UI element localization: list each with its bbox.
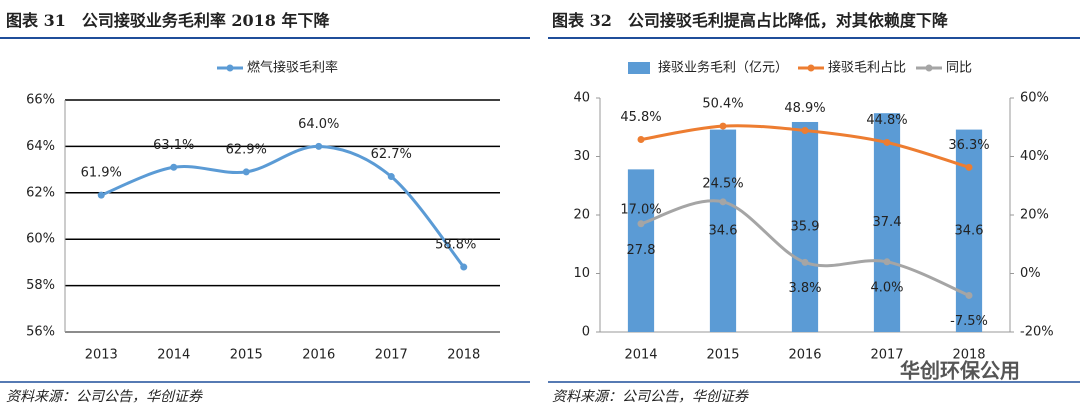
value-label: 4.0% [870,280,903,295]
point [719,198,727,206]
legend-swatch [925,64,933,72]
point [170,163,178,171]
point [637,136,645,144]
x-tick-label: 2015 [230,348,263,363]
value-label: 44.8% [866,113,907,128]
y-tick-label: 64% [26,139,55,154]
point [965,163,973,171]
value-label: 58.8% [435,238,476,253]
y2-tick-label: 20% [1020,208,1049,223]
x-tick-label: 2018 [447,348,480,363]
legend-label: 燃气接驳毛利率 [247,60,338,76]
source: 资料来源：公司公告，华创证券 [6,389,203,405]
bar [627,169,655,332]
bar [709,129,737,332]
y-tick-label: 0 [582,325,590,340]
value-label: -7.5% [950,314,988,329]
value-label: 34.6 [709,223,738,238]
x-tick-label: 2018 [952,348,985,363]
legend-label: 接驳业务毛利（亿元） [658,60,788,76]
x-tick-label: 2017 [870,348,903,363]
y-tick-label: 30 [573,149,590,164]
point [883,138,891,146]
value-label: 45.8% [620,110,661,125]
y-tick-label: 66% [26,93,55,108]
x-tick-label: 2014 [624,348,657,363]
bar [873,113,901,333]
chart-title: 图表 31 公司接驳业务毛利率 2018 年下降 [6,11,331,30]
y-tick-label: 62% [26,185,55,200]
y-tick-label: 40 [573,91,590,106]
point [719,122,727,130]
legend-label: 同比 [946,61,972,76]
x-tick-label: 2016 [788,348,821,363]
y2-tick-label: 60% [1020,91,1049,106]
legend-label: 接驳毛利占比 [828,60,906,76]
value-label: 37.4 [873,215,902,230]
point [801,258,809,266]
point [387,173,395,181]
x-tick-label: 2013 [85,348,118,363]
bar [791,121,819,332]
value-label: 63.1% [153,138,194,153]
value-label: 27.8 [627,243,656,258]
value-label: 24.5% [702,176,743,191]
point [242,168,250,176]
point [97,191,105,199]
value-label: 34.6 [955,223,984,238]
x-tick-label: 2015 [706,348,739,363]
point [460,263,468,271]
y-tick-label: 56% [26,325,55,340]
y2-tick-label: -20% [1020,325,1054,340]
point [315,142,323,150]
value-label: 3.8% [788,281,821,296]
value-label: 17.0% [620,202,661,217]
legend-swatch [226,64,234,72]
line [100,144,465,268]
source: 资料来源：公司公告，华创证券 [552,389,749,405]
y2-tick-label: 0% [1020,266,1041,281]
value-label: 61.9% [81,166,122,181]
point [965,291,973,299]
watermark: 华创环保公用 [900,359,1020,383]
value-label: 35.9 [791,219,820,234]
x-tick-label: 2016 [302,348,335,363]
value-label: 62.9% [226,142,267,157]
value-label: 48.9% [784,101,825,116]
y-tick-label: 60% [26,232,55,247]
x-tick-label: 2017 [375,348,408,363]
y2-tick-label: 40% [1020,149,1049,164]
value-label: 64.0% [298,117,339,132]
value-label: 62.7% [371,147,412,162]
chart-title: 图表 32 公司接驳毛利提高占比降低，对其依赖度下降 [552,11,949,30]
value-label: 50.4% [702,97,743,112]
point [637,220,645,228]
point [801,126,809,134]
y-tick-label: 58% [26,278,55,293]
x-tick-label: 2014 [157,348,190,363]
legend-swatch [807,64,815,72]
y-tick-label: 10 [573,266,590,281]
y-tick-label: 20 [573,208,590,223]
value-label: 36.3% [948,138,989,153]
point [883,258,891,266]
legend-swatch [628,62,650,74]
